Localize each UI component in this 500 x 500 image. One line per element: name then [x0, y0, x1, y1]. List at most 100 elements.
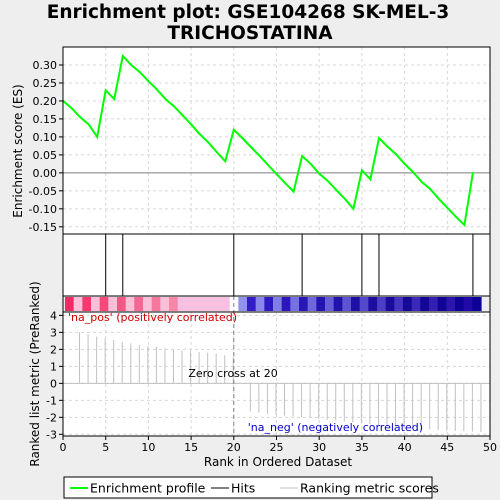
color-bar-cell	[125, 297, 135, 311]
es-point	[173, 105, 175, 108]
x-tick-label: 25	[270, 441, 284, 454]
es-point	[275, 173, 278, 175]
es-point	[121, 55, 124, 57]
color-bar-cell	[342, 297, 352, 311]
color-bar-cell	[91, 297, 101, 311]
es-point	[113, 98, 116, 101]
color-bar-cell	[333, 297, 343, 311]
ranked-metric-bars	[63, 332, 490, 432]
es-y-tick-label: 0.20	[33, 95, 58, 108]
es-point	[207, 141, 210, 144]
color-bar-cell	[195, 297, 205, 311]
color-bar-cell	[420, 297, 430, 311]
ranked-y-axis-label: Ranked list metric (PreRanked)	[28, 281, 42, 466]
color-bar-cell	[455, 297, 465, 311]
color-bar-cell	[273, 297, 283, 311]
x-ticks: 0 5 10 15 20 25 30 35 40 45 50	[60, 436, 497, 454]
color-bar-cell	[143, 297, 153, 311]
es-point	[352, 207, 355, 210]
es-point	[378, 137, 380, 139]
es-point	[232, 128, 235, 131]
es-point	[403, 162, 406, 165]
color-bar-cell	[429, 297, 439, 311]
color-bar-cell	[169, 297, 179, 311]
x-tick-label: 40	[398, 441, 412, 454]
ranked-y-tick-label: 0	[50, 377, 57, 390]
color-bar-cell	[281, 297, 291, 311]
es-point	[429, 188, 432, 190]
es-point	[215, 151, 218, 153]
es-point	[190, 123, 193, 126]
x-axis-label: Rank in Ordered Dataset	[204, 455, 352, 469]
es-point	[130, 64, 133, 66]
es-point	[412, 171, 415, 174]
color-bar-cell	[472, 297, 482, 311]
color-bar-cell	[203, 297, 213, 311]
legend-label-1: Hits	[231, 481, 255, 496]
positive-correlation-label: 'na_pos' (positively correlated)	[68, 311, 237, 324]
x-tick-label: 5	[102, 441, 109, 454]
es-point	[138, 71, 141, 74]
color-bar-cell	[73, 297, 83, 311]
es-point	[241, 137, 244, 139]
es-point	[463, 224, 466, 226]
color-bar-cell	[446, 297, 456, 311]
ranked-y-tick-label: 1	[50, 360, 57, 373]
ranked-y-tick-label: 4	[50, 309, 57, 322]
ranked-y-tick-label: 2	[50, 343, 57, 356]
ranked-y-tick-label: -2	[46, 411, 57, 424]
es-point	[284, 182, 286, 184]
color-bar-cell	[247, 297, 257, 311]
color-bar-cell	[99, 297, 109, 311]
es-point	[267, 164, 269, 166]
color-bar-cell	[385, 297, 395, 311]
color-bar-cell	[108, 297, 118, 311]
x-tick-label: 0	[60, 441, 67, 454]
legend-box	[63, 476, 433, 499]
es-y-ticks: 0.30 0.25 0.20 0.15 0.10 0.05 0.00 -0.05 -0.10 -0…	[29, 59, 63, 234]
es-point	[104, 89, 107, 92]
es-point	[343, 197, 346, 200]
es-y-tick-label: -0.05	[29, 185, 57, 198]
color-bar-cell	[403, 297, 413, 311]
color-bar-cell	[186, 297, 196, 311]
color-bar-cell	[134, 297, 144, 311]
color-bar-cell	[160, 297, 170, 311]
enrichment-profile-points	[62, 55, 474, 226]
ranked-y-tick-label: -1	[46, 394, 57, 407]
es-point	[301, 155, 304, 157]
es-point	[164, 98, 167, 101]
es-point	[70, 107, 73, 110]
x-tick-label: 20	[227, 441, 241, 454]
ranked-list-color-bar	[65, 297, 482, 311]
color-bar-cell	[351, 297, 361, 311]
color-bar-cell	[177, 297, 187, 311]
es-point	[437, 197, 440, 200]
color-bar-cell	[65, 297, 75, 311]
es-point	[292, 190, 295, 193]
color-bar-cell	[117, 297, 127, 311]
color-bar-cell	[255, 297, 265, 311]
es-y-tick-label: 0.15	[33, 113, 58, 126]
color-bar-cell	[238, 297, 248, 311]
es-point	[181, 114, 184, 117]
hits-panel-background	[63, 234, 490, 296]
es-point	[96, 136, 99, 138]
color-bar-cell	[151, 297, 161, 311]
es-point	[79, 116, 81, 119]
color-bar-cell	[307, 297, 317, 311]
es-y-tick-label: 0.00	[33, 167, 58, 180]
es-point	[249, 146, 252, 148]
es-point	[335, 189, 338, 192]
ranked-y-ticks: 4 3 2 1 0 -1 -2 -3	[46, 309, 63, 441]
ranked-y-tick-label: 3	[50, 326, 57, 339]
color-bar-cell	[368, 297, 378, 311]
legend-label-2: Ranking metric scores	[300, 481, 439, 496]
negative-correlation-label: 'na_neg' (negatively correlated)	[248, 421, 423, 434]
es-point	[198, 133, 201, 135]
color-bar-cell	[264, 297, 274, 311]
color-bar-cell	[463, 297, 473, 311]
color-bar-cell	[437, 297, 447, 311]
color-bar-cell	[290, 297, 300, 311]
